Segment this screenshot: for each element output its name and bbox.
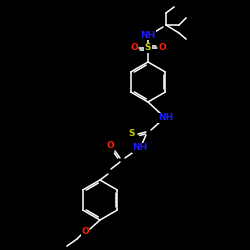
Text: O: O — [158, 44, 166, 52]
Text: S: S — [145, 44, 151, 52]
Text: NH: NH — [132, 144, 148, 152]
Text: NH: NH — [140, 30, 156, 40]
Text: O: O — [106, 142, 114, 150]
Text: O: O — [130, 44, 138, 52]
Text: O: O — [81, 228, 89, 236]
Text: NH: NH — [158, 114, 174, 122]
Text: S: S — [129, 130, 135, 138]
